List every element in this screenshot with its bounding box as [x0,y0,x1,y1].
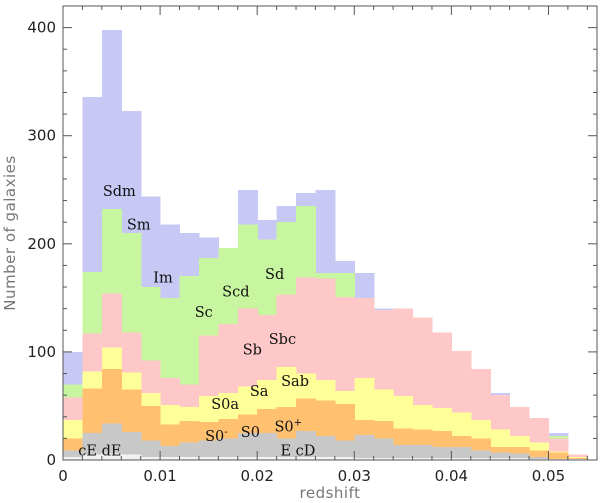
bar-s0-s0-s0-bin-10 [257,432,278,460]
label-sd: Sd [265,267,284,283]
x-tick-label: 0.05 [532,467,565,485]
y-tick-label: 400 [27,19,56,37]
bar-s0-s0-s0-bin-2 [101,423,122,460]
bar-s0-s0-s0-bin-23 [509,453,530,460]
bar-s0-s0-s0-bin-3 [121,431,142,460]
axis-ticks: 0 0.01 0.02 0.03 0.04 0.05 0 100 200 300 400 [27,5,597,485]
bar-e-cd-bin-13 [315,456,336,460]
bar-e-cd-bin-2 [101,453,122,460]
bar-s0-s0-s0-bin-7 [198,440,219,460]
label-sb: Sb [243,343,262,359]
y-tick-label: 300 [27,127,56,145]
y-tick-label: 0 [46,451,56,469]
y-tick-label: 200 [27,235,56,253]
bar-s0a-sa-sab-bin-24 [529,450,550,460]
bar-s0-s0-s0-bin-20 [451,447,472,460]
label-sa: Sa [250,384,269,400]
bar-s0-s0-s0-bin-6 [179,442,200,460]
x-tick-label: 0.01 [143,467,176,485]
bar-e-cd-bin-15 [354,457,375,460]
label-sbc: Sbc [269,332,296,348]
label-sm: Sm [127,217,151,233]
bar-e-cd-bin-25 [548,458,569,460]
bar-e-cd-bin-9 [237,456,258,460]
label-s0a: S0a [211,397,239,413]
y-axis-title: Number of galaxies [1,155,19,310]
bar-s0a-sa-sab-bin-25 [548,452,569,460]
x-tick-label: 0 [58,467,68,485]
bar-e-cd-bin-16 [373,457,394,460]
bar-e-cd-bin-12 [296,456,317,460]
label-sc: Sc [195,305,213,321]
histogram-bars [63,29,588,461]
bar-s0-s0-s0-bin-24 [529,456,550,460]
plot-frame [62,5,598,461]
bar-s0-s0-s0-bin-4 [140,440,161,460]
bar-e-cd-bin-19 [431,457,452,460]
bar-s0-s0-s0-bin-0 [63,450,84,460]
bar-e-cd-bin-18 [412,457,433,460]
bar-s0-s0-s0-bin-22 [490,452,511,460]
bar-s0-s0-s0-bin-8 [218,438,239,460]
bar-s0-s0-s0-bin-21 [470,450,491,460]
bar-s0-s0-s0-bin-15 [354,435,375,460]
bar-e-cd-bin-21 [470,457,491,460]
bar-e-cd-bin-0 [63,456,84,460]
bar-e-cd-bin-5 [160,456,181,460]
series-s0-s0-s0 [63,423,588,460]
bar-e-cd-bin-10 [257,456,278,460]
series-e-cd [63,453,588,460]
bar-e-cd-bin-20 [451,457,472,460]
bar-s0-s0-s0-bin-5 [160,445,181,460]
x-tick-label: 0.02 [240,467,273,485]
bar-s0-s0-s0-bin-9 [237,432,258,460]
bar-e-cd-bin-1 [82,454,103,460]
label-sab: Sab [281,374,309,390]
label-scd: Scd [222,284,249,300]
bar-s0-s0-s0-bin-19 [431,447,452,460]
bar-e-cd-bin-4 [140,456,161,460]
bar-s0-s0-s0-bin-11 [276,438,297,460]
bar-e-cd-bin-22 [490,457,511,460]
label-s0: S0- [205,427,228,445]
label-s0: S0 [241,425,260,441]
bar-e-cd-bin-17 [393,457,414,460]
label-im: Im [153,270,173,286]
bar-s0-s0-s0-bin-17 [393,444,414,460]
label-ce-de: cE dE [78,443,121,459]
x-tick-label: 0.03 [338,467,371,485]
x-tick-label: 0.04 [435,467,468,485]
bar-e-cd-bin-14 [334,456,355,460]
y-tick-label: 100 [27,343,56,361]
label-e-cd: E cD [280,443,315,459]
bar-e-cd-bin-26 [567,458,588,460]
bar-e-cd-bin-8 [218,456,239,460]
bar-s0-s0-s0-bin-12 [296,430,317,460]
bar-e-cd-bin-24 [529,458,550,460]
bar-s0a-sa-sab-bin-26 [567,457,588,460]
bar-e-cd-bin-3 [121,454,142,460]
bar-e-cd-bin-6 [179,456,200,460]
bar-s0-s0-s0-bin-1 [82,432,103,460]
bar-e-cd-bin-23 [509,457,530,460]
label-sdm: Sdm [103,184,136,200]
bar-s0-s0-s0-bin-16 [373,438,394,460]
bar-s0-s0-s0-bin-18 [412,444,433,460]
bar-e-cd-bin-7 [198,456,219,460]
bar-s0-s0-s0-bin-13 [315,436,336,460]
bar-e-cd-bin-11 [276,456,297,460]
x-axis-title: redshift [300,484,361,502]
bar-s0-s0-s0-bin-14 [334,440,355,460]
